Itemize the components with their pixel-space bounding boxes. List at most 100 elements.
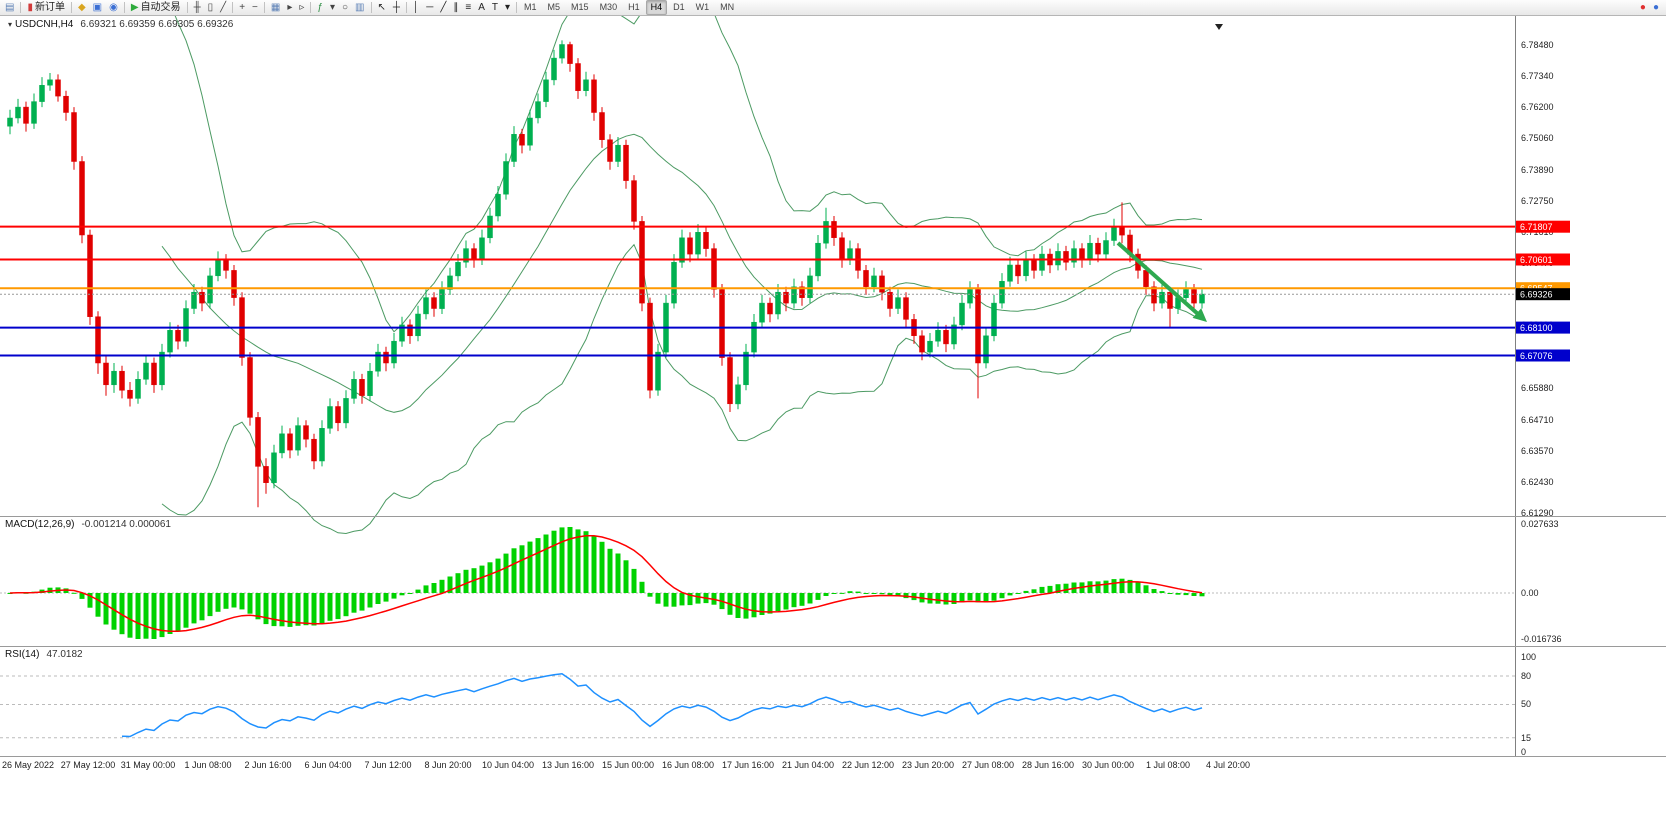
autotrading-play-icon: ▶ [130, 1, 139, 13]
price-axis-label: 6.72750 [1521, 196, 1554, 206]
tile-windows-icon[interactable]: ▦ [268, 1, 283, 15]
fibonacci-icon[interactable]: ≡ [462, 1, 474, 15]
price-axis-label: 6.78480 [1521, 40, 1554, 50]
toolbar-separator [516, 2, 518, 13]
web-terminal-icon[interactable]: ◉ [106, 1, 121, 15]
rsi-value: 47.0182 [46, 649, 83, 660]
timeframe-m30[interactable]: M30 [599, 2, 618, 12]
zoom-in-icon[interactable]: + [236, 1, 248, 15]
trend-arrow[interactable] [1116, 241, 1201, 317]
crosshair-icon: ┼ [392, 1, 400, 13]
rsi-axis-label: 50 [1521, 699, 1531, 709]
price-marker-label: 6.71807 [1520, 222, 1553, 232]
timeframe-h1[interactable]: H1 [628, 2, 640, 12]
toolbar-separator [20, 2, 22, 13]
candlestick-chart-icon[interactable]: ▯ [205, 1, 217, 15]
chart-window-icon: ▤ [5, 1, 15, 13]
rsi-panel: 100 80 50 15 0 [0, 652, 1536, 757]
new-order-button[interactable]: ▮ 新订单 [24, 1, 68, 15]
tile-windows-icon: ▦ [270, 1, 281, 13]
timeframe-m1[interactable]: M1 [524, 2, 537, 12]
chart-shift-icon: ▹ [299, 1, 305, 13]
profile-icon[interactable]: ◆ [75, 1, 89, 15]
time-axis-label: 23 Jun 20:00 [902, 760, 954, 770]
timeframe-mn[interactable]: MN [720, 2, 735, 12]
text-icon[interactable]: A [475, 1, 488, 15]
macd-label: MACD(12,26,9) [5, 519, 75, 530]
time-axis[interactable]: 26 May 2022 27 May 12:00 31 May 00:00 1 Jun… [2, 760, 1250, 770]
news-badge-icon[interactable]: ● [1637, 1, 1649, 15]
chart-window-icon[interactable]: ▤ [2, 1, 17, 15]
rsi-axis-label: 80 [1521, 671, 1531, 681]
chart-shift-icon[interactable]: ▹ [296, 1, 307, 15]
time-axis-label: 30 Jun 00:00 [1082, 760, 1134, 770]
community-icon[interactable]: ● [1650, 1, 1662, 15]
price-axis-label: 6.75060 [1521, 133, 1554, 143]
indicators-dropdown-icon[interactable]: ▾ [327, 1, 338, 15]
time-axis-label: 26 May 2022 [2, 760, 54, 770]
line-chart-icon[interactable]: ╱ [217, 1, 229, 15]
cursor-icon[interactable]: ↖ [375, 1, 389, 15]
trend-arrow-head[interactable] [1192, 308, 1207, 322]
periods-icon: ○ [342, 1, 349, 13]
crosshair-icon[interactable]: ┼ [390, 1, 403, 15]
time-axis-label: 1 Jul 08:00 [1146, 760, 1190, 770]
text-label-icon[interactable]: T [489, 1, 501, 15]
price-marker-box [1516, 288, 1570, 301]
timeframe-m5[interactable]: M5 [547, 2, 561, 12]
zoom-out-icon[interactable]: − [249, 1, 261, 15]
price-axis-label: 6.73890 [1521, 165, 1554, 175]
timeframe-d1[interactable]: D1 [673, 2, 685, 12]
bar-chart-icon: ╫ [193, 1, 201, 13]
price-axis-label: 6.63570 [1521, 446, 1554, 456]
indicators-icon[interactable]: ƒ [314, 1, 326, 15]
bar-chart-icon[interactable]: ╫ [191, 1, 204, 15]
zoom-out-icon: − [252, 1, 258, 13]
time-axis-label: 31 May 00:00 [121, 760, 176, 770]
text-icon: A [478, 1, 485, 13]
timeframe-toolbar: M1 M5 M15 M30 H1 H4 D1 W1 MN [519, 0, 739, 15]
timeframe-m15[interactable]: M15 [571, 2, 589, 12]
price-marker-label: 6.70601 [1520, 255, 1553, 265]
shapes-dropdown-icon[interactable]: ▾ [502, 1, 513, 15]
rsi-indicator-title: RSI(14) 47.0182 [5, 649, 83, 660]
zoom-in-icon: + [239, 1, 246, 13]
time-axis-label: 27 May 12:00 [61, 760, 116, 770]
shapes-dropdown-icon: ▾ [504, 1, 511, 13]
price-marker-box [1516, 220, 1570, 233]
vertical-line-icon[interactable]: │ [410, 1, 422, 15]
timeframe-w1[interactable]: W1 [695, 2, 710, 12]
chart-objects[interactable] [0, 225, 1515, 357]
trendline-icon: ╱ [440, 1, 447, 13]
trendline-icon[interactable]: ╱ [437, 1, 449, 15]
auto-scroll-icon: ▸ [287, 1, 293, 13]
rsi-axis-label: 100 [1521, 652, 1536, 662]
panel-separators[interactable] [0, 516, 1666, 757]
autotrading-button-label: 自动交易 [140, 1, 181, 13]
text-label-icon: T [491, 1, 498, 13]
timeframe-h4[interactable]: H4 [645, 0, 668, 15]
time-axis-label: 6 Jun 04:00 [304, 760, 351, 770]
rsi-axis-label: 0 [1521, 747, 1526, 757]
autotrading-button[interactable]: ▶ 自动交易 [128, 1, 184, 15]
chart-shift-marker[interactable] [1215, 24, 1223, 30]
news-badge-icon: ● [1639, 1, 1646, 13]
market-watch-icon[interactable]: ▣ [90, 1, 105, 15]
auto-scroll-icon[interactable]: ▸ [284, 1, 295, 15]
periods-icon[interactable]: ○ [339, 1, 351, 15]
toolbar-separator [70, 2, 72, 13]
horizontal-line-icon[interactable]: ─ [423, 1, 436, 15]
time-axis-label: 17 Jun 16:00 [722, 760, 774, 770]
time-axis-label: 15 Jun 00:00 [602, 760, 654, 770]
channel-icon[interactable]: ∥ [450, 1, 461, 15]
price-axis[interactable]: 6.78480 6.77340 6.76200 6.75060 6.73890 6.727… [1515, 16, 1571, 756]
indicators-icon: ƒ [317, 1, 323, 13]
macd-panel: 0.027633 0.00 -0.016736 [0, 519, 1562, 644]
collapse-icon[interactable]: ▾ [8, 20, 13, 29]
time-axis-label: 7 Jun 12:00 [364, 760, 411, 770]
price-marker-box [1516, 321, 1570, 334]
time-axis-label: 8 Jun 20:00 [424, 760, 471, 770]
templates-icon[interactable]: ▥ [352, 1, 367, 15]
time-axis-label: 21 Jun 04:00 [782, 760, 834, 770]
